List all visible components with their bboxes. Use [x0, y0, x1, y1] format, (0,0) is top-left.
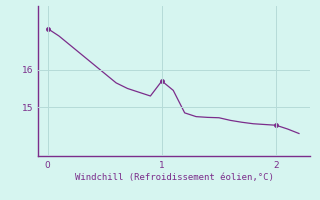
X-axis label: Windchill (Refroidissement éolien,°C): Windchill (Refroidissement éolien,°C)	[75, 173, 274, 182]
